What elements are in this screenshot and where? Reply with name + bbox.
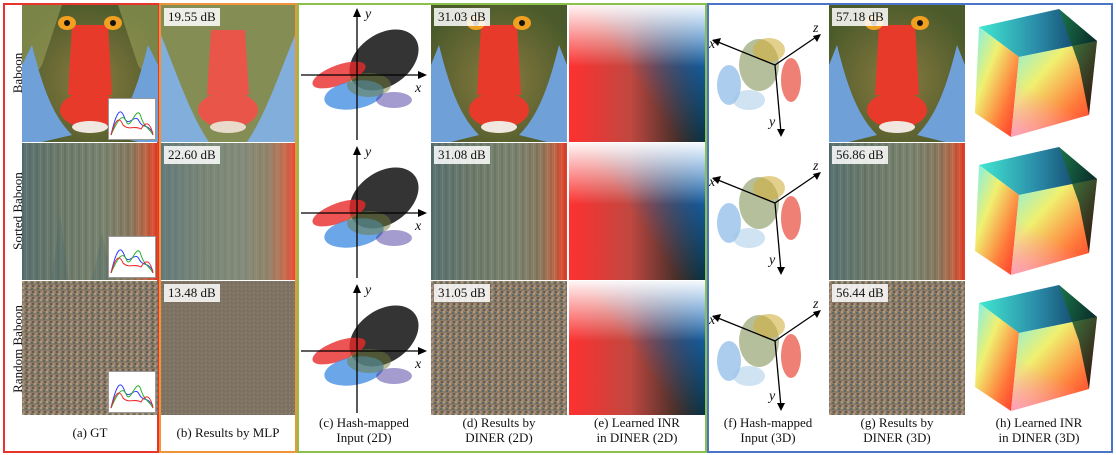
hash-scatter-3d-sorted-baboon: x z y bbox=[709, 143, 827, 280]
hash-scatter-2d-random-baboon: y x bbox=[299, 281, 429, 415]
learned-inr-3d-cube-baboon bbox=[969, 5, 1109, 142]
axis-label-y3d: y bbox=[769, 389, 776, 404]
caption-a: (a) GT bbox=[72, 425, 108, 440]
axis-label-x3d: x bbox=[709, 37, 716, 52]
psnr-diner3d-sorted-baboon: 56.86 dB bbox=[832, 146, 888, 164]
psnr-mlp-random-baboon: 13.48 dB bbox=[164, 284, 220, 302]
psnr-diner2d-sorted-baboon: 31.08 dB bbox=[434, 146, 490, 164]
axis-label-x3d: x bbox=[709, 313, 716, 328]
diner2d-result-baboon: 31.03 dB bbox=[431, 5, 567, 142]
diner2d-frame bbox=[297, 3, 707, 453]
diner3d-frame bbox=[707, 3, 1113, 453]
psnr-diner2d-baboon: 31.03 dB bbox=[434, 8, 490, 26]
axis-label-z3d: z bbox=[813, 21, 819, 36]
axis-label-z3d: z bbox=[813, 159, 819, 174]
learned-inr-2d-sorted-baboon bbox=[569, 143, 705, 280]
axis-label-x: x bbox=[415, 81, 422, 96]
caption-c: (c) Hash-mapped Input (2D) bbox=[319, 415, 409, 445]
hash-scatter-3d-baboon: x z y bbox=[709, 5, 827, 142]
caption-h: (h) Learned INR in DINER (3D) bbox=[995, 415, 1083, 445]
mlp-result-random-baboon: 13.48 dB bbox=[161, 281, 295, 415]
gt-image-baboon bbox=[22, 5, 158, 142]
psnr-diner3d-random-baboon: 56.44 dB bbox=[832, 284, 888, 302]
axis-label-y: y bbox=[365, 145, 372, 160]
axis-label-x: x bbox=[415, 357, 422, 372]
axis-label-x3d: x bbox=[709, 175, 716, 190]
histogram-inset bbox=[108, 98, 156, 140]
caption-g: (g) Results by DINER (3D) bbox=[860, 415, 934, 445]
mlp-frame bbox=[159, 3, 297, 453]
gt-image-random-baboon bbox=[22, 281, 158, 415]
mlp-result-sorted-baboon: 22.60 dB bbox=[161, 143, 295, 280]
learned-inr-2d-random-baboon bbox=[569, 281, 705, 415]
psnr-mlp-sorted-baboon: 22.60 dB bbox=[164, 146, 220, 164]
axis-label-y: y bbox=[365, 283, 372, 298]
diner3d-result-baboon: 57.18 dB bbox=[829, 5, 965, 142]
hash-scatter-2d-sorted-baboon: y x bbox=[299, 143, 429, 280]
caption-f: (f) Hash-mapped Input (3D) bbox=[723, 415, 813, 445]
histogram-inset bbox=[108, 371, 156, 413]
psnr-diner2d-random-baboon: 31.05 dB bbox=[434, 284, 490, 302]
mlp-result-baboon: 19.55 dB bbox=[161, 5, 295, 142]
diner3d-result-random-baboon: 56.44 dB bbox=[829, 281, 965, 415]
psnr-diner3d-baboon: 57.18 dB bbox=[832, 8, 888, 26]
hash-scatter-2d-baboon: y x bbox=[299, 5, 429, 142]
axis-label-y3d: y bbox=[769, 253, 776, 268]
learned-inr-3d-cube-random-baboon bbox=[969, 281, 1109, 415]
axis-label-y: y bbox=[365, 7, 372, 22]
gt-image-sorted-baboon bbox=[22, 143, 158, 280]
diner3d-result-sorted-baboon: 56.86 dB bbox=[829, 143, 965, 280]
axis-label-z3d: z bbox=[813, 297, 819, 312]
learned-inr-2d-baboon bbox=[569, 5, 705, 142]
diner2d-result-sorted-baboon: 31.08 dB bbox=[431, 143, 567, 280]
axis-label-y3d: y bbox=[769, 115, 776, 130]
caption-d: (d) Results by DINER (2D) bbox=[462, 415, 536, 445]
diner2d-result-random-baboon: 31.05 dB bbox=[431, 281, 567, 415]
caption-e: (e) Learned INR in DINER (2D) bbox=[594, 415, 680, 445]
hash-scatter-3d-random-baboon: x z y bbox=[709, 281, 827, 415]
caption-b: (b) Results by MLP bbox=[176, 425, 280, 440]
axis-label-x: x bbox=[415, 219, 422, 234]
gt-frame bbox=[3, 3, 159, 453]
psnr-mlp-baboon: 19.55 dB bbox=[164, 8, 220, 26]
learned-inr-3d-cube-sorted-baboon bbox=[969, 143, 1109, 280]
histogram-inset bbox=[108, 236, 156, 278]
